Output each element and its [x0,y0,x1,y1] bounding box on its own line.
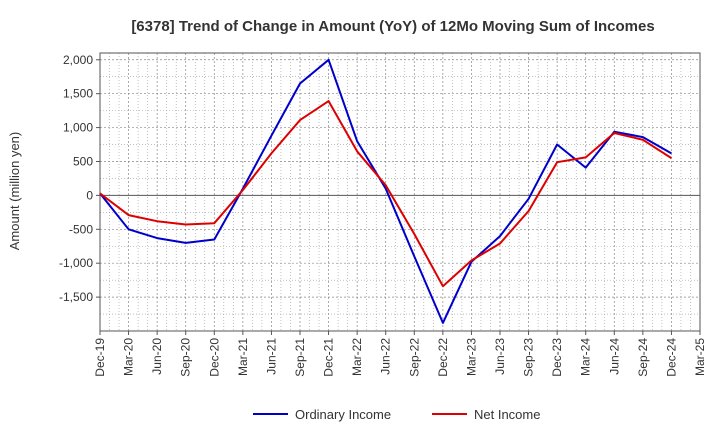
x-tick-label: Sep-20 [179,338,193,377]
x-tick-label: Dec-20 [207,338,221,377]
x-tick-label: Dec-24 [664,338,678,377]
y-tick-label: 500 [73,154,93,168]
x-tick-label: Jun-21 [264,338,278,375]
y-tick-label: -500 [69,222,93,236]
x-tick-label: Mar-25 [693,338,707,376]
y-tick-label: 0 [86,188,93,202]
y-tick-labels: 2,000 1,500 1,000 500 0 -500 -1,000 -1,500 [59,53,100,304]
x-tick-label: Sep-21 [293,338,307,377]
y-tick-label: 1,000 [63,121,93,135]
x-tick-label: Dec-22 [436,338,450,377]
x-tick-label: Mar-21 [236,338,250,376]
y-axis-label: Amount (million yen) [7,132,22,251]
chart-title: [6378] Trend of Change in Amount (YoY) o… [131,18,654,35]
legend: Ordinary Income Net Income [253,407,540,422]
x-tick-label: Dec-19 [93,338,107,377]
x-tick-label: Jun-23 [493,338,507,375]
x-tick-label: Mar-22 [350,338,364,376]
x-tick-label: Sep-22 [407,338,421,377]
series-line-net-income [99,100,672,288]
legend-label-ordinary-income: Ordinary Income [295,407,391,422]
y-tick-label: 2,000 [63,53,93,67]
plot-area [100,53,700,331]
x-tick-label: Mar-20 [122,338,136,376]
y-tick-label: 1,500 [63,87,93,101]
x-tick-labels: Dec-19 Mar-20 Jun-20 Sep-20 Dec-20 Mar-21 Jun-… [93,331,707,377]
x-tick-label: Dec-23 [550,338,564,377]
x-tick-label: Dec-21 [322,338,336,377]
x-tick-label: Jun-24 [607,338,621,375]
plot-border [99,52,701,332]
plot-frame [99,52,701,332]
x-tick-label: Mar-24 [579,338,593,376]
x-tick-label: Jun-22 [379,338,393,375]
x-tick-label: Sep-24 [636,338,650,377]
x-tick-label: Sep-23 [522,338,536,377]
x-tick-label: Jun-20 [150,338,164,375]
grid [100,53,700,331]
y-tick-label: -1,500 [59,290,93,304]
legend-label-net-income: Net Income [474,407,540,422]
y-tick-label: -1,000 [59,256,93,270]
x-tick-label: Mar-23 [464,338,478,376]
series-lines [99,58,672,324]
